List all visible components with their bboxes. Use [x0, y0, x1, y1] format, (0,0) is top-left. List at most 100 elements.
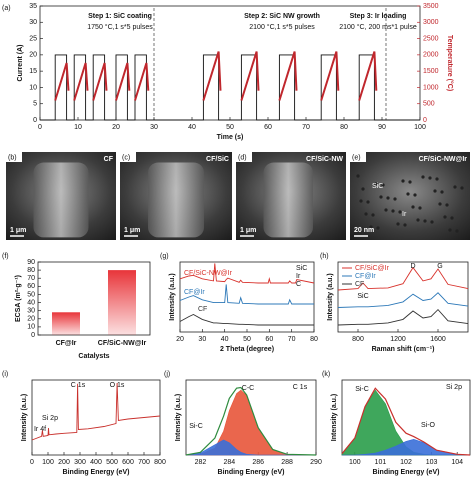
y2-tick-label: 3500	[423, 3, 439, 10]
x-tick-label: 60	[264, 124, 272, 131]
panel-label: (i)	[2, 371, 8, 378]
particle	[361, 187, 365, 191]
particle	[393, 197, 397, 201]
y2-tick-label: 1000	[423, 84, 439, 91]
y2-tick-label: 2000	[423, 52, 439, 59]
panel-label: (h)	[320, 253, 329, 260]
annotation: G	[437, 263, 442, 270]
x-tick-label: 70	[288, 336, 296, 343]
x-tick-label: 100	[349, 459, 361, 466]
plot-frame	[37, 261, 151, 336]
data-line	[179, 263, 315, 284]
x-axis-label: Binding Energy (eV)	[373, 469, 440, 476]
particle	[433, 189, 437, 193]
particle	[374, 182, 378, 186]
y-tick-label: 40	[27, 299, 35, 306]
data-line	[40, 54, 420, 121]
x-axis-label: Time (s)	[217, 134, 244, 141]
particle	[408, 180, 412, 184]
particle	[440, 190, 444, 194]
panel-label: (g)	[160, 253, 169, 260]
data-line	[179, 284, 314, 305]
peak-label: Si-C	[355, 386, 369, 393]
annotation: Si 2p	[446, 384, 462, 391]
y-axis-label: Intensity (a.u.)	[175, 394, 182, 441]
panel-label-box	[120, 152, 136, 162]
x-tick-label: 100	[42, 459, 54, 466]
particle	[416, 218, 420, 222]
y-tick-label: 5	[33, 101, 37, 108]
x-tick-label: CF/SiC-NW@Ir	[98, 340, 147, 347]
y2-tick-label: 0	[423, 117, 427, 124]
annotation: Step 2: SiC NW growth	[244, 13, 320, 20]
panel-label: (f)	[2, 253, 9, 260]
image-label: CF/SiC-NW	[306, 156, 343, 163]
series-label: CF	[198, 306, 207, 313]
panel-label-box	[350, 152, 366, 162]
particle	[384, 208, 388, 212]
panel-label-box	[236, 152, 252, 162]
x-tick-label: 0	[38, 124, 42, 131]
bar	[108, 270, 136, 335]
image-label: CF/SiC	[206, 156, 229, 163]
annotation: C 1s	[293, 384, 308, 391]
x-tick-label: 60	[265, 336, 273, 343]
series-label: CF@Ir	[184, 289, 205, 296]
annotation: 2100 °C,1 s*5 pulses	[249, 23, 315, 31]
y-tick-label: 25	[29, 35, 37, 42]
x-tick-label: 80	[310, 336, 318, 343]
y-tick-label: 35	[29, 3, 37, 10]
x-tick-label: 288	[281, 459, 293, 466]
series-label: CF/SiC-NW@Ir	[184, 270, 233, 277]
particle	[453, 185, 457, 189]
y-tick-label: 20	[29, 52, 37, 59]
peak-label: Si-C	[189, 423, 203, 430]
particle	[391, 209, 395, 213]
y-tick-label: 15	[29, 68, 37, 75]
particle	[421, 175, 425, 179]
x-tick-label: 30	[198, 336, 206, 343]
fit-area	[185, 439, 316, 456]
panel-label: (k)	[322, 371, 330, 378]
x-tick-label: 286	[252, 459, 264, 466]
y-tick-label: 50	[27, 291, 35, 298]
x-tick-label: 50	[243, 336, 251, 343]
x-tick-label: 30	[150, 124, 158, 131]
x-tick-label: 10	[74, 124, 82, 131]
x-tick-label: 0	[30, 459, 34, 466]
plot-frame	[337, 261, 469, 333]
envelope-line	[185, 386, 317, 456]
x-tick-label: 104	[451, 459, 463, 466]
data-line	[337, 292, 469, 308]
annotation: Ir	[296, 273, 301, 280]
annotation: Ir 4f	[34, 426, 46, 433]
y-tick-label: 0	[31, 332, 35, 339]
envelope-line	[341, 387, 471, 456]
y-axis-label: Intensity (a.u.)	[331, 394, 338, 441]
y-tick-label: 10	[27, 324, 35, 331]
data-line	[179, 313, 314, 326]
x-tick-label: 20	[176, 336, 184, 343]
x-tick-label: 282	[195, 459, 207, 466]
particle	[376, 226, 380, 230]
y-tick-label: 0	[33, 117, 37, 124]
x-tick-label: 100	[414, 124, 426, 131]
x-tick-label: 800	[154, 459, 166, 466]
data-line	[337, 266, 469, 291]
scale-bar-label: 20 nm	[354, 227, 374, 234]
panel-label: (b)	[8, 154, 17, 161]
particle	[396, 222, 400, 226]
particle	[381, 183, 385, 187]
annotation: Ir	[402, 211, 407, 218]
particle	[443, 215, 447, 219]
particle	[364, 212, 368, 216]
fit-area	[185, 389, 317, 456]
fiber	[263, 162, 313, 238]
y-axis-label: Intensity (a.u.)	[327, 273, 334, 320]
x-tick-label: 1600	[430, 336, 446, 343]
data-line	[31, 382, 161, 441]
scale-bar-label: 1 μm	[240, 227, 256, 234]
x-axis-label: Raman shift (cm⁻¹)	[372, 346, 435, 353]
